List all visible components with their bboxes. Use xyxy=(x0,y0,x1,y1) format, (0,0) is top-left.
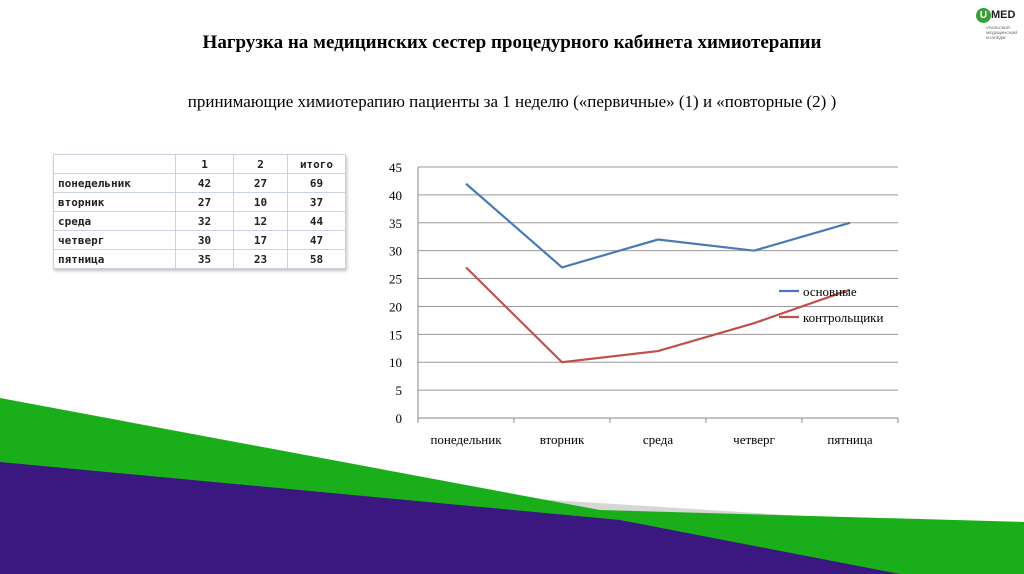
table-cell: 23 xyxy=(233,249,288,269)
table-cell: 37 xyxy=(287,192,346,212)
table-cell: 27 xyxy=(175,192,234,212)
table-cell-day: четверг xyxy=(53,230,176,250)
series-line xyxy=(465,182,851,269)
y-tick-label: 25 xyxy=(389,272,402,287)
table-cell-day: пятница xyxy=(53,249,176,269)
x-tick-label: понедельник xyxy=(430,432,502,447)
y-tick-label: 5 xyxy=(396,383,403,398)
x-tick-label: вторник xyxy=(540,432,585,447)
legend-label: основные xyxy=(803,284,857,299)
x-tick-label: четверг xyxy=(733,432,775,447)
x-tick-label: пятница xyxy=(827,432,872,447)
y-tick-label: 30 xyxy=(389,244,402,259)
slide-title: Нагрузка на медицинских сестер процедурн… xyxy=(202,32,822,53)
legend-label: контрольщики xyxy=(803,310,883,325)
y-tick-label: 15 xyxy=(389,327,402,342)
table-cell: 58 xyxy=(287,249,346,269)
slide-subtitle: принимающие химиотерапию пациенты за 1 н… xyxy=(187,92,837,111)
table-row: пятница 35 23 58 xyxy=(53,249,346,269)
table-cell: 12 xyxy=(233,211,288,231)
college-logo: U MED УРАЛЬСКИЙ МЕДИЦИНСКИЙ КОЛЛЕДЖ xyxy=(976,8,1024,48)
table-row: среда 32 12 44 xyxy=(53,211,346,231)
series-line xyxy=(465,266,851,364)
table-cell: 42 xyxy=(175,173,234,193)
y-tick-label: 45 xyxy=(389,160,402,175)
table-cell: 47 xyxy=(287,230,346,250)
table-cell: 44 xyxy=(287,211,346,231)
y-tick-label: 0 xyxy=(396,411,403,426)
weekly-table: 1 2 итого понедельник 42 27 69 вторник 2… xyxy=(53,154,346,269)
y-tick-label: 20 xyxy=(389,299,402,314)
y-tick-label: 40 xyxy=(389,188,402,203)
purple-band xyxy=(0,462,900,574)
table-cell: 35 xyxy=(175,249,234,269)
y-tick-label: 35 xyxy=(389,216,402,231)
logo-text: УРАЛЬСКИЙ МЕДИЦИНСКИЙ КОЛЛЕДЖ xyxy=(986,25,1018,40)
logo-brand: MED xyxy=(991,9,1016,21)
y-tick-label: 10 xyxy=(389,355,402,370)
table-row: вторник 27 10 37 xyxy=(53,192,346,212)
x-tick-label: среда xyxy=(643,432,673,447)
table-header-row: 1 2 итого xyxy=(53,154,346,174)
logo-mark: U xyxy=(976,8,991,23)
